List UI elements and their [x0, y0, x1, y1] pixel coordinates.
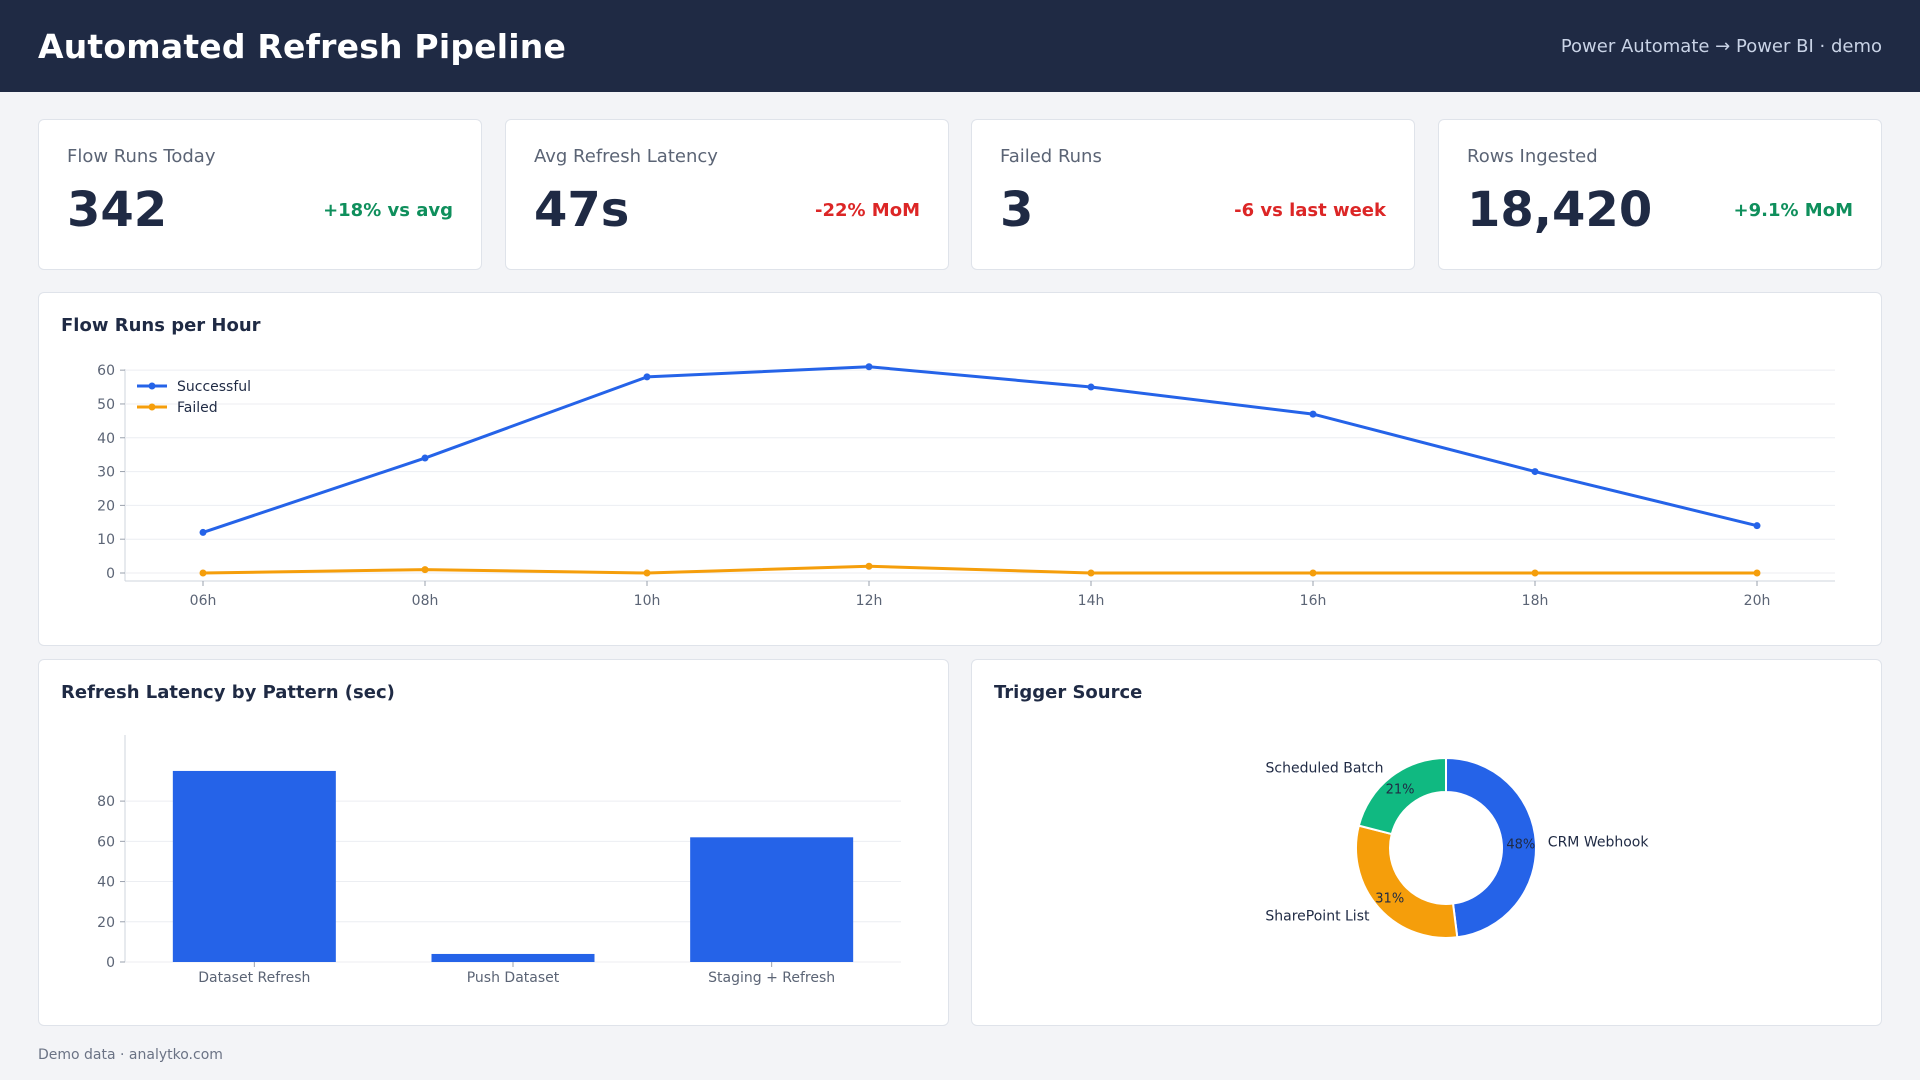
data-point-successful — [643, 373, 651, 381]
y-tick-label: 40 — [97, 875, 115, 891]
latency-bar-chart: 0 20 40 60 80 Dataset Refresh Push Dataset Stag… — [97, 735, 901, 986]
bar-staging-refresh — [690, 837, 854, 962]
data-point-failed — [1087, 569, 1095, 577]
data-point-successful — [199, 528, 207, 536]
data-point-successful — [865, 363, 873, 371]
slice-sharepoint-list — [1355, 824, 1459, 939]
y-tick-label: 0 — [106, 566, 115, 582]
x-tick-label: Dataset Refresh — [198, 970, 310, 986]
slice-percent-crm-webhook: 48% — [1506, 837, 1535, 852]
kpi-card-failed-runs: Failed Runs 3 -6 vs last week — [971, 119, 1415, 270]
data-point-failed — [1309, 569, 1317, 577]
donut-chart-title: Trigger Source — [994, 682, 1143, 703]
bar-dataset-refresh — [172, 770, 336, 962]
kpi-delta: -6 vs last week — [1234, 200, 1386, 221]
data-point-failed — [199, 569, 207, 577]
kpi-delta: +18% vs avg — [323, 200, 453, 221]
kpi-label: Failed Runs — [1000, 146, 1102, 167]
legend-marker-failed — [148, 403, 156, 411]
y-tick-label: 10 — [97, 532, 115, 548]
kpi-label: Avg Refresh Latency — [534, 146, 718, 167]
trigger-source-panel: Trigger Source 48% CRM Webhook 31% SharePoi… — [971, 659, 1882, 1026]
x-tick-label: 18h — [1522, 593, 1549, 609]
bar-chart-title: Refresh Latency by Pattern (sec) — [61, 682, 395, 703]
kpi-card-refresh-latency: Avg Refresh Latency 47s -22% MoM — [505, 119, 949, 270]
legend-label-failed: Failed — [177, 400, 218, 416]
bar-push-dataset — [431, 953, 595, 962]
kpi-delta: +9.1% MoM — [1733, 200, 1853, 221]
x-tick-label: 14h — [1078, 593, 1105, 609]
slice-percent-sharepoint-list: 31% — [1375, 892, 1404, 907]
kpi-card-rows-ingested: Rows Ingested 18,420 +9.1% MoM — [1438, 119, 1882, 270]
legend-marker-successful — [148, 382, 156, 390]
x-tick-label: 12h — [856, 593, 883, 609]
data-point-failed — [1531, 569, 1539, 577]
x-tick-label: 16h — [1300, 593, 1327, 609]
page-subtitle: Power Automate → Power BI · demo — [1560, 35, 1882, 57]
slice-scheduled-batch — [1357, 756, 1447, 836]
trigger-source-donut-chart: 48% CRM Webhook 31% SharePoint List 21%Sched… — [1265, 756, 1650, 939]
data-point-failed — [1753, 569, 1761, 577]
flow-runs-line-chart: 0 10 20 30 40 50 60 06h 08h 10h 12h 14h 16h 18h 20h Suc… — [97, 363, 1835, 609]
kpi-value: 47s — [534, 182, 630, 238]
latency-panel: Refresh Latency by Pattern (sec) 0 20 40 60… — [38, 659, 949, 1026]
data-point-failed — [865, 562, 873, 570]
x-tick-label: 06h — [190, 593, 217, 609]
y-tick-label: 40 — [97, 431, 115, 447]
y-tick-label: 0 — [106, 955, 115, 971]
legend-label-successful: Successful — [177, 379, 251, 395]
footer-note: Demo data · analytko.com — [38, 1047, 223, 1063]
y-tick-label: 30 — [97, 465, 115, 481]
kpi-value: 342 — [67, 182, 168, 238]
slice-label-sharepoint-list: SharePoint List — [1265, 908, 1370, 924]
slice-percent-scheduled-batch: 21% — [1386, 783, 1415, 798]
kpi-label: Rows Ingested — [1467, 146, 1598, 167]
line-chart-title: Flow Runs per Hour — [61, 315, 261, 336]
x-tick-label: 10h — [634, 593, 661, 609]
y-tick-label: 20 — [97, 498, 115, 514]
series-line-failed — [202, 564, 1757, 575]
dashboard-header: Automated Refresh Pipeline Power Automat… — [0, 0, 1920, 92]
kpi-value: 18,420 — [1467, 182, 1653, 238]
slice-crm-webhook — [1445, 756, 1537, 939]
y-tick-label: 20 — [97, 915, 115, 931]
series-line-successful — [202, 365, 1758, 534]
slice-label-scheduled-batch: Scheduled Batch — [1266, 760, 1384, 776]
data-point-successful — [421, 454, 429, 462]
y-tick-label: 60 — [97, 363, 115, 379]
data-point-successful — [1531, 468, 1539, 476]
data-point-successful — [1087, 383, 1095, 391]
x-tick-label: 20h — [1744, 593, 1771, 609]
x-tick-label: Staging + Refresh — [708, 970, 835, 986]
slice-label-crm-webhook: CRM Webhook — [1548, 835, 1650, 851]
y-tick-label: 50 — [97, 397, 115, 413]
kpi-delta: -22% MoM — [814, 200, 920, 221]
kpi-value: 3 — [1000, 182, 1034, 238]
kpi-card-flow-runs: Flow Runs Today 342 +18% vs avg — [38, 119, 482, 270]
flow-runs-panel: Flow Runs per Hour 0 10 20 30 40 50 60 06h 08h 10… — [38, 292, 1882, 646]
y-tick-label: 80 — [97, 794, 115, 810]
data-point-successful — [1753, 522, 1761, 530]
data-point-failed — [421, 566, 429, 574]
kpi-label: Flow Runs Today — [67, 146, 216, 167]
data-point-successful — [1309, 410, 1317, 418]
x-tick-label: 08h — [412, 593, 439, 609]
page-title: Automated Refresh Pipeline — [38, 26, 567, 66]
x-tick-label: Push Dataset — [467, 970, 560, 986]
data-point-failed — [643, 569, 651, 577]
y-tick-label: 60 — [97, 834, 115, 850]
